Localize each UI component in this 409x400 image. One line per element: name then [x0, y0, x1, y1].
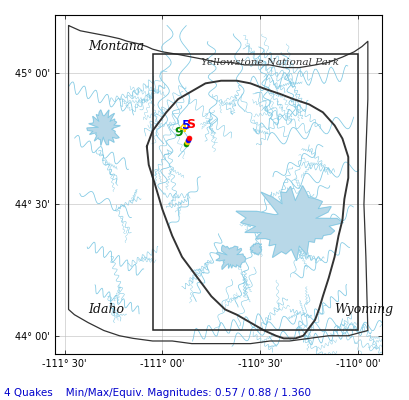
Text: Wyoming: Wyoming [334, 303, 393, 316]
Polygon shape [236, 186, 342, 261]
Text: Montana: Montana [88, 40, 144, 53]
Polygon shape [216, 245, 245, 270]
Text: 4 Quakes    Min/Max/Equiv. Magnitudes: 0.57 / 0.88 / 1.360: 4 Quakes Min/Max/Equiv. Magnitudes: 0.57… [4, 388, 310, 398]
Bar [152, 54, 357, 330]
Text: Idaho: Idaho [88, 303, 124, 316]
Polygon shape [87, 110, 120, 146]
Text: Yellowstone National Park: Yellowstone National Park [200, 58, 338, 67]
Text: S: S [185, 118, 194, 131]
Text: 9: 9 [174, 126, 182, 139]
Polygon shape [249, 243, 261, 255]
Text: 5: 5 [182, 119, 190, 132]
Text: 4: 4 [178, 122, 187, 135]
